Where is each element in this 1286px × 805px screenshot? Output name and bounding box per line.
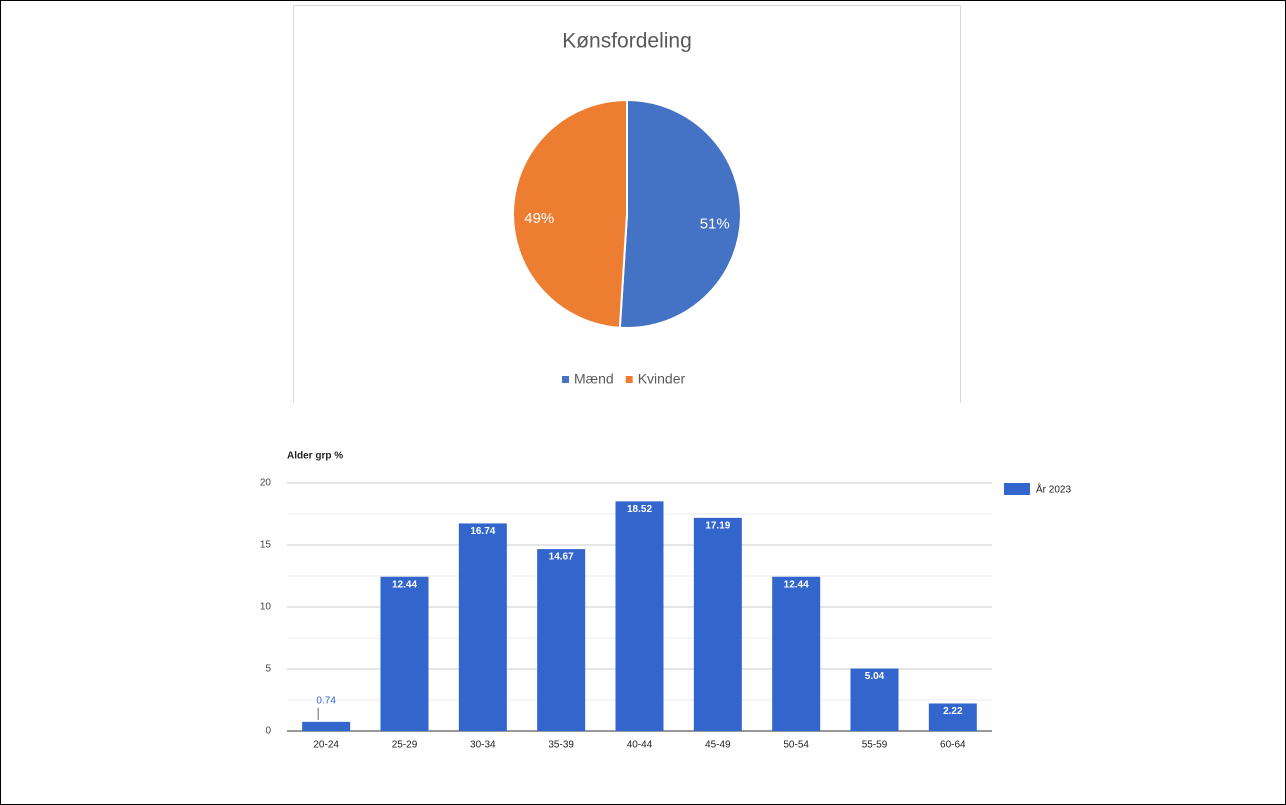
- pie-label: 49%: [524, 210, 554, 227]
- value-label: 12.44: [392, 579, 417, 590]
- bar: [850, 668, 899, 731]
- pie-slice: [618, 98, 742, 329]
- x-tick-label: 55-59: [862, 740, 888, 751]
- x-tick-label: 20-24: [313, 740, 339, 751]
- legend-swatch: [562, 376, 569, 383]
- value-label: 2.22: [943, 706, 963, 717]
- x-tick-label: 30-34: [470, 740, 496, 751]
- pie-slice: [512, 98, 628, 329]
- bar: [458, 523, 507, 731]
- y-tick-label: 5: [265, 664, 271, 675]
- value-label: 12.44: [784, 579, 809, 590]
- pie-label: 51%: [700, 216, 730, 233]
- legend-swatch: [625, 376, 633, 383]
- x-tick-label: 60-64: [940, 740, 966, 751]
- legend-label: Mænd: [574, 371, 614, 387]
- bar: [302, 721, 351, 731]
- y-tick-label: 0: [265, 726, 271, 737]
- legend-swatch: [1004, 483, 1030, 495]
- bar: [537, 549, 586, 731]
- bar: [928, 703, 977, 731]
- value-label: 0.74: [316, 695, 336, 706]
- x-tick-label: 45-49: [705, 740, 731, 751]
- value-label: 16.74: [470, 526, 495, 537]
- value-label: 14.67: [549, 552, 574, 563]
- pie-title: Kønsfordeling: [562, 30, 692, 53]
- bar: [615, 501, 664, 731]
- y-tick-label: 10: [260, 602, 272, 613]
- y-tick-label: 20: [260, 478, 272, 489]
- legend-label: Kvinder: [638, 371, 686, 387]
- x-tick-label: 35-39: [548, 740, 574, 751]
- bar: [380, 576, 429, 731]
- value-label: 17.19: [705, 520, 730, 531]
- legend-label: År 2023: [1036, 483, 1071, 496]
- bar-title: Alder grp %: [287, 451, 343, 462]
- y-tick-label: 15: [260, 540, 272, 551]
- value-label: 18.52: [627, 504, 652, 515]
- value-label: 5.04: [865, 671, 885, 682]
- x-tick-label: 25-29: [392, 740, 418, 751]
- pie-panel-border: [293, 5, 961, 403]
- bar: [772, 576, 821, 731]
- x-tick-label: 50-54: [783, 740, 809, 751]
- bar: [693, 517, 742, 731]
- x-tick-label: 40-44: [627, 740, 653, 751]
